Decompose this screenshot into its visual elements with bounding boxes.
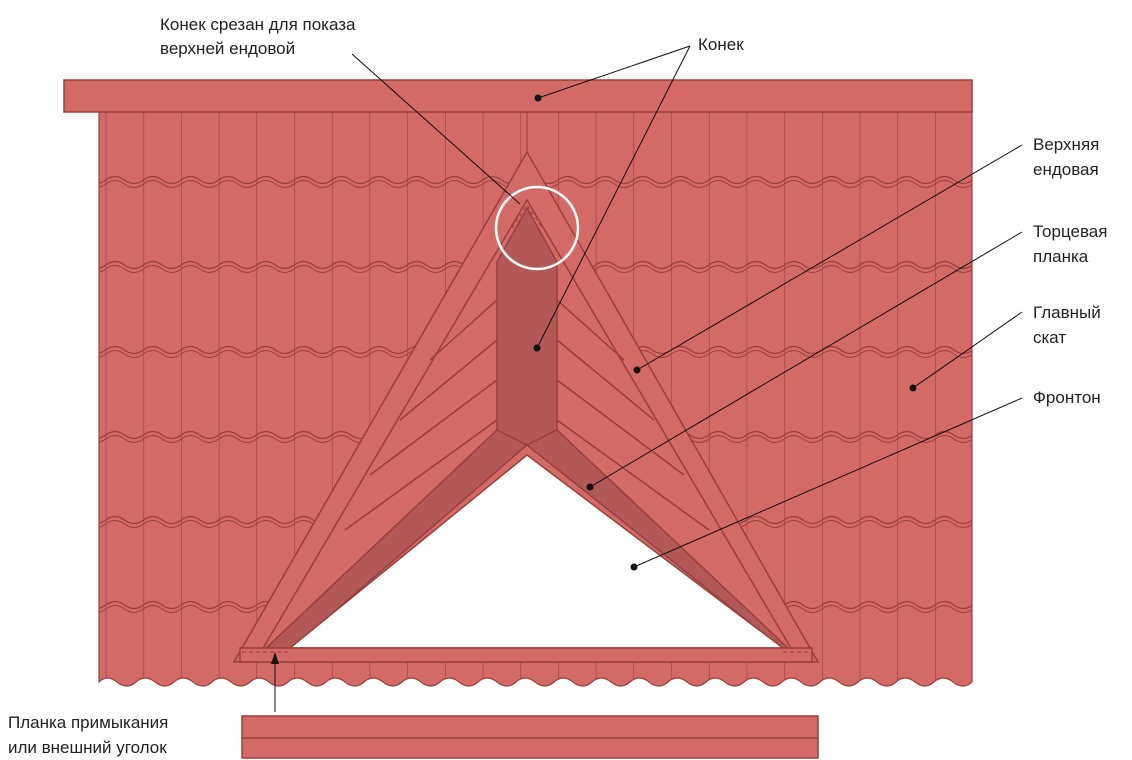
label: скат	[1033, 328, 1066, 347]
label: Конек	[698, 35, 744, 54]
label: ендовая	[1033, 160, 1099, 179]
label: Верхняя	[1033, 135, 1099, 154]
hidden-line	[511, 204, 543, 229]
label: верхней ендовой	[160, 39, 295, 58]
label: или внешний уголок	[8, 738, 167, 757]
label: Планка примыкания	[8, 713, 168, 732]
leaders	[271, 45, 1023, 712]
label: Торцевая	[1033, 222, 1107, 241]
ridge	[63, 79, 973, 113]
abutment-plank	[241, 715, 819, 759]
label: Фронтон	[1033, 388, 1101, 407]
label: Главный	[1033, 303, 1101, 322]
abutment-strip	[239, 647, 813, 663]
gable-boards	[344, 299, 710, 531]
cut-highlight	[494, 185, 580, 271]
label: Конек срезан для показа	[160, 15, 356, 34]
label: планка	[1033, 247, 1089, 266]
bargeboard-inner	[261, 198, 793, 651]
